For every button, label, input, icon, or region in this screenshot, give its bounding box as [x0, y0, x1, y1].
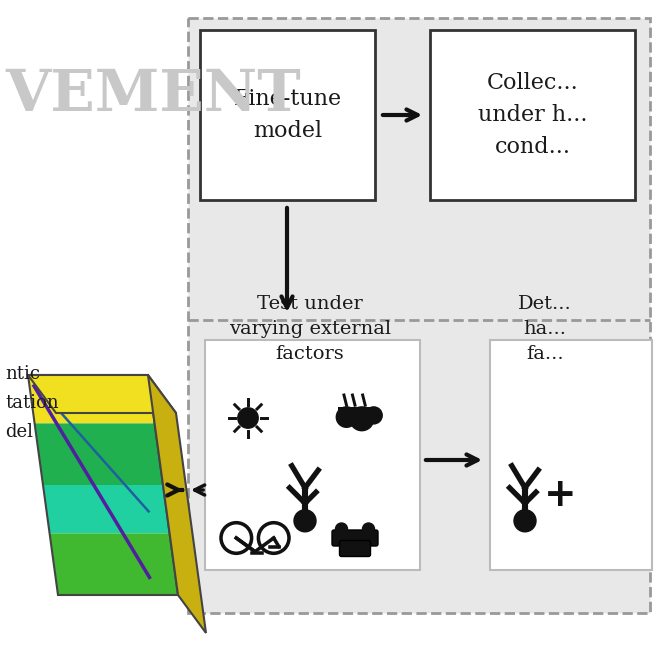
Circle shape — [365, 407, 383, 424]
Circle shape — [362, 523, 375, 535]
Text: Det...
ha...
fa...: Det... ha... fa... — [518, 295, 572, 363]
Circle shape — [336, 407, 357, 427]
Polygon shape — [28, 375, 155, 423]
Polygon shape — [43, 485, 170, 533]
Circle shape — [238, 408, 258, 428]
Text: ntic
tation
del: ntic tation del — [5, 365, 59, 441]
Bar — [188, 18, 650, 613]
Text: VEMENT: VEMENT — [5, 67, 301, 123]
Circle shape — [294, 510, 316, 532]
Polygon shape — [35, 423, 163, 485]
Bar — [338, 407, 375, 419]
Circle shape — [335, 523, 348, 535]
FancyBboxPatch shape — [339, 540, 371, 557]
FancyBboxPatch shape — [332, 530, 378, 546]
Text: Test under
varying external
factors: Test under varying external factors — [229, 295, 391, 363]
Bar — [205, 340, 420, 570]
Polygon shape — [148, 375, 206, 633]
Bar — [430, 30, 635, 200]
Text: +: + — [544, 476, 576, 514]
Polygon shape — [50, 533, 178, 595]
Text: Fine-tune
model: Fine-tune model — [233, 88, 341, 142]
Bar — [200, 30, 375, 200]
Bar — [490, 340, 652, 570]
Text: Collec...
under h...
cond...: Collec... under h... cond... — [477, 72, 588, 159]
Circle shape — [514, 510, 536, 532]
Circle shape — [350, 407, 374, 431]
Polygon shape — [28, 375, 176, 413]
